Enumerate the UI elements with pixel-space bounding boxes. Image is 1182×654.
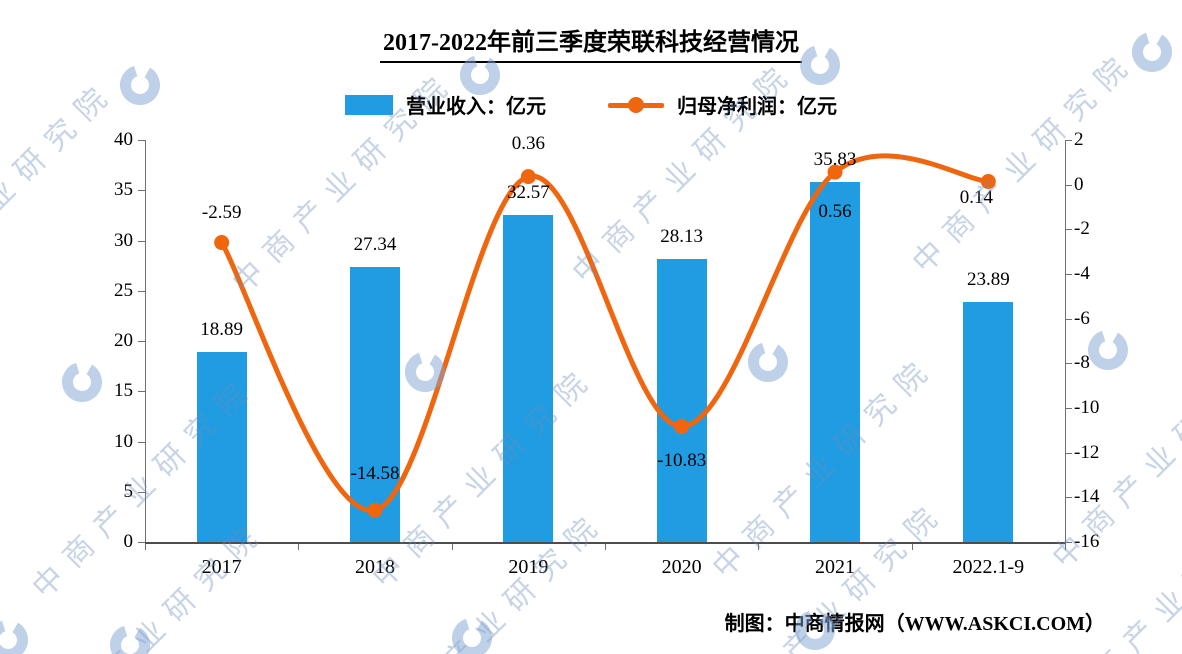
left-axis-tick	[138, 140, 145, 141]
chart-title-text: 2017-2022年前三季度荣联科技经营情况	[380, 22, 802, 63]
legend-item-profit: 归母净利润：亿元	[608, 90, 837, 119]
left-axis-tick	[138, 341, 145, 342]
left-axis-tick-label: 25	[114, 279, 133, 301]
x-axis-label: 2019	[508, 556, 549, 578]
revenue-bar	[196, 352, 247, 542]
x-axis-tick	[1065, 544, 1066, 550]
x-axis-label: 2020	[661, 556, 702, 578]
line-value-label: 0.36	[511, 132, 545, 154]
left-axis-tick-label: 30	[114, 229, 133, 251]
bar-value-label: 23.89	[966, 268, 1010, 290]
profit-line-path	[219, 153, 991, 513]
line-point-marker	[367, 502, 383, 518]
line-value-label: 0.14	[959, 186, 993, 208]
right-axis-tick	[1065, 363, 1072, 365]
right-axis-tick-label: -16	[1074, 531, 1100, 552]
line-value-label: 0.56	[818, 201, 852, 223]
line-value-label: -10.83	[657, 449, 707, 471]
line-value-label: -14.58	[350, 463, 400, 485]
revenue-legend-label: 营业收入：亿元	[406, 96, 546, 118]
revenue-bar	[503, 214, 554, 542]
left-axis-tick	[138, 542, 145, 543]
revenue-bar	[656, 259, 707, 542]
left-axis-tick	[138, 190, 145, 192]
x-axis-label: 2022.1-9	[952, 556, 1025, 578]
right-axis-tick-label: -8	[1074, 352, 1090, 374]
right-axis-tick-label: -4	[1074, 263, 1090, 284]
right-axis-tick	[1065, 229, 1072, 231]
x-axis-tick	[298, 544, 300, 550]
line-point-marker	[980, 174, 996, 190]
right-axis-tick	[1065, 497, 1072, 499]
left-axis-tick-label: 5	[123, 480, 134, 502]
left-axis-line	[145, 140, 146, 542]
legend-item-revenue: 营业收入：亿元	[345, 90, 546, 119]
left-axis-tick	[138, 441, 145, 443]
left-axis-tick-label: 0	[123, 531, 134, 552]
left-axis-tick	[138, 491, 145, 493]
legend: 营业收入：亿元 归母净利润：亿元	[0, 90, 1182, 119]
chart-title: 2017-2022年前三季度荣联科技经营情况	[0, 22, 1182, 63]
left-axis-tick	[138, 391, 145, 393]
plot-area: 18.89 27.34 32.57 28.13 35.83 23.89 -2.59 -14.5…	[145, 133, 1065, 542]
line-point-marker	[214, 235, 230, 251]
legend-dot-icon	[628, 96, 644, 113]
right-axis-tick-label: -2	[1074, 218, 1090, 240]
x-axis-tick	[758, 544, 760, 550]
x-axis-label: 2017	[201, 556, 242, 578]
revenue-bar	[810, 181, 860, 542]
profit-line	[214, 153, 996, 518]
right-axis-tick-label: 0	[1074, 173, 1084, 195]
x-axis-tick	[911, 544, 913, 550]
x-axis-label: 2021	[814, 556, 855, 578]
revenue-bar-swatch-icon	[345, 94, 393, 115]
x-axis-tick	[145, 544, 146, 550]
line-point-marker	[674, 419, 690, 435]
left-axis-tick-label: 15	[114, 380, 133, 402]
line-value-label: -2.59	[201, 201, 242, 223]
left-axis-tick	[138, 290, 145, 292]
bar-value-label: 28.13	[660, 226, 704, 248]
left-axis-tick-label: 40	[114, 129, 133, 150]
left-axis-tick-label: 35	[114, 179, 133, 201]
left-axis-tick-label: 10	[114, 430, 133, 452]
left-axis-tick-label: 20	[114, 330, 133, 351]
right-axis-tick	[1065, 140, 1072, 141]
left-axis-tick	[138, 240, 145, 242]
revenue-bar	[963, 301, 1014, 542]
profit-line-swatch-icon	[608, 95, 664, 115]
line-point-marker	[520, 169, 536, 185]
right-axis-tick-label: -6	[1074, 307, 1090, 329]
right-axis-tick-label: -12	[1074, 441, 1100, 463]
right-axis-tick	[1065, 452, 1072, 454]
bar-value-label: 35.83	[813, 148, 857, 170]
x-axis-line	[145, 542, 1066, 544]
right-axis-tick	[1065, 274, 1072, 275]
right-axis-line	[1065, 140, 1066, 542]
source-credit: 制图：中商情报网（WWW.ASKCI.COM）	[724, 613, 1105, 635]
right-axis-tick-label: 2	[1074, 129, 1084, 150]
x-axis-tick	[605, 544, 606, 550]
x-axis-label: 2018	[354, 556, 395, 578]
right-axis-tick-label: -14	[1074, 486, 1100, 508]
bar-value-label: 27.34	[353, 234, 397, 256]
bar-value-label: 18.89	[200, 319, 244, 341]
x-axis-tick	[451, 544, 453, 550]
right-axis-tick-label: -10	[1074, 397, 1100, 418]
right-axis-tick	[1065, 408, 1072, 409]
line-point-marker	[827, 164, 843, 180]
bar-value-label: 32.57	[506, 181, 550, 203]
right-axis-tick	[1065, 318, 1072, 320]
right-axis-tick	[1065, 184, 1072, 186]
right-axis-tick	[1065, 542, 1072, 543]
profit-legend-label: 归母净利润：亿元	[677, 96, 837, 118]
